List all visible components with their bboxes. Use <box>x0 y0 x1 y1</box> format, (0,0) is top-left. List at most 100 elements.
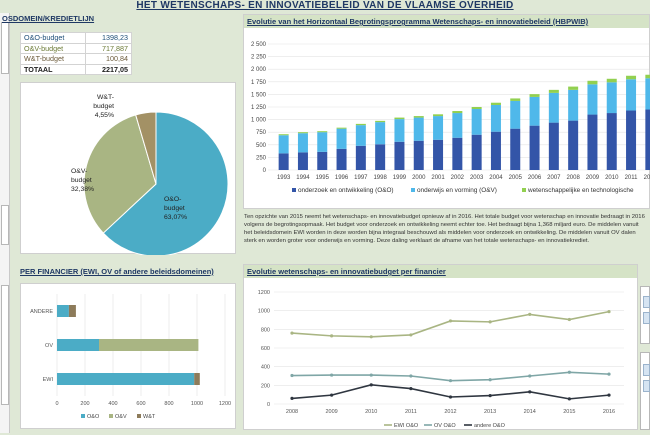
bar <box>548 92 559 123</box>
bar <box>355 145 366 170</box>
bar <box>452 113 463 138</box>
budget-row-wt: W&T-budget 100,84 <box>19 53 132 65</box>
x-tick-label: 1999 <box>393 175 407 181</box>
bar <box>645 109 650 170</box>
data-point <box>488 394 492 398</box>
left-slicer[interactable] <box>1 22 9 74</box>
bar <box>529 94 540 97</box>
legend-label: wetenschappelijke en technologische <box>527 187 634 194</box>
budget-total-label: TOTAAL <box>19 63 87 75</box>
bar <box>317 131 328 133</box>
y-tick-label: 1 000 <box>251 118 267 124</box>
x-tick-label: 2005 <box>509 175 523 181</box>
data-point <box>330 393 334 397</box>
bar <box>355 123 366 126</box>
evolution-bar-chart: 0 250 500 750 1 000 1 250 1 500 1 750 2 000 2 250… <box>251 42 650 194</box>
pie-label-ov-pct: 32,38% <box>71 186 94 193</box>
x-tick-label: 1998 <box>373 175 387 181</box>
right-slicer-1-item[interactable] <box>643 296 650 308</box>
data-point <box>567 397 571 401</box>
data-point <box>290 396 294 400</box>
data-point <box>567 317 571 322</box>
bar <box>433 114 444 117</box>
x-tick-label: 1995 <box>316 175 330 181</box>
legend-swatch <box>81 414 85 418</box>
y-tick-label: 2 000 <box>251 67 267 73</box>
bar <box>394 141 405 170</box>
legend-label: W&T <box>143 414 156 420</box>
left-slicer-2[interactable] <box>1 205 9 245</box>
legend-label: andere O&O <box>474 423 506 429</box>
pie-chart: W&T- budget 4,55% O&V- budget 32,38% O&O… <box>71 94 229 257</box>
x-tick-label: 1994 <box>296 175 310 181</box>
data-point <box>369 335 373 339</box>
pie-label-ov-name-1: O&V- <box>71 168 87 175</box>
y-tick-label: 250 <box>256 155 267 161</box>
data-point <box>330 373 334 377</box>
financier-line-title: Evolutie wetenschaps- en innovatiebudget… <box>244 265 637 278</box>
y-tick-label: 600 <box>261 346 270 352</box>
page-title: HET WETENSCHAPS- EN INNOVATIEBELEID VAN … <box>136 0 514 11</box>
bar <box>587 84 598 115</box>
pie-label-wt-pct: 4,55% <box>95 112 114 119</box>
bar <box>413 117 424 141</box>
budget-table: O&O-budget 1398,23 O&V-budget 717,887 W&… <box>19 32 132 75</box>
data-point <box>607 393 611 397</box>
y-tick-label: 1 750 <box>251 80 267 86</box>
pie-slice <box>83 114 157 234</box>
bar <box>587 80 598 85</box>
bar <box>278 135 289 154</box>
bar <box>626 79 637 111</box>
bar <box>568 120 579 170</box>
legend-label: O&V <box>115 414 127 420</box>
left-slicer-3[interactable] <box>1 285 9 405</box>
pie-label-oo-name-2: budget <box>164 205 185 212</box>
evolution-chart-panel: Evolutie van het Horizontaal Begrotingsp… <box>243 14 650 209</box>
budget-value: 717,887 <box>85 42 132 54</box>
legend-swatch <box>137 414 141 418</box>
bar <box>355 125 366 146</box>
x-tick-label: 2008 <box>286 409 298 415</box>
right-slicer-2-item[interactable] <box>643 380 650 392</box>
bar <box>568 86 579 90</box>
y-category-label: ANDERE <box>30 309 53 315</box>
bar <box>433 116 444 140</box>
x-tick-label: 2012 <box>444 409 456 415</box>
x-tick-label: 0 <box>55 401 58 407</box>
x-tick-label: 2011 <box>625 175 639 181</box>
bar <box>68 305 76 317</box>
bar <box>452 111 463 114</box>
bar <box>394 119 405 142</box>
x-tick-label: 800 <box>164 401 173 407</box>
financier-bar-chart: 0 200 400 600 800 1000 1200 ANDERE OV EWI O&O O&V W&… <box>30 294 231 420</box>
x-tick-label: 2016 <box>603 409 615 415</box>
bar <box>490 104 501 132</box>
x-tick-label: 2000 <box>412 175 426 181</box>
y-tick-label: 500 <box>256 143 267 149</box>
y-category-label: OV <box>45 343 53 349</box>
data-point <box>290 373 294 378</box>
bar <box>529 96 540 126</box>
bar <box>626 110 637 170</box>
bar <box>57 373 195 385</box>
data-point <box>290 331 294 335</box>
right-slicer-2-item[interactable] <box>643 364 650 376</box>
data-point <box>409 374 413 378</box>
data-point <box>567 370 571 374</box>
legend-swatch <box>109 414 113 418</box>
bar <box>587 114 598 170</box>
financier-line-panel: Evolutie wetenschaps- en innovatiebudget… <box>243 264 638 430</box>
data-point <box>448 379 453 383</box>
bar <box>529 125 540 170</box>
right-slicer-1-item[interactable] <box>643 312 650 324</box>
x-tick-label: 2001 <box>431 175 445 181</box>
budget-row-ov: O&V-budget 717,887 <box>19 42 132 54</box>
data-point <box>528 390 532 394</box>
x-tick-label: 2009 <box>586 175 600 181</box>
x-tick-label: 2006 <box>528 175 542 181</box>
pie-label-wt-name-2: budget <box>93 103 114 110</box>
data-point <box>409 387 413 391</box>
bar <box>297 132 308 134</box>
budget-label: O&O-budget <box>19 32 87 44</box>
x-tick-label: 1997 <box>354 175 368 181</box>
